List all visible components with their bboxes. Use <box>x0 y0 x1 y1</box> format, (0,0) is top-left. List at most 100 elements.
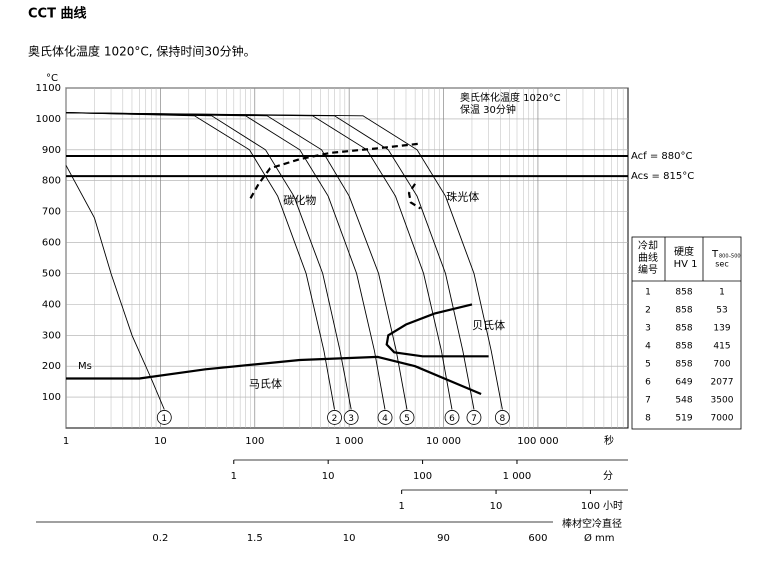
axis-label: 棒材空冷直径 <box>562 517 622 530</box>
table-header: 800–500 <box>719 254 741 260</box>
table-cell: 858 <box>675 324 692 334</box>
x-tick-label: 100 <box>245 436 264 447</box>
curve-number: 2 <box>332 414 338 424</box>
y-tick-label: 800 <box>42 176 61 187</box>
annotation: 保温 30分钟 <box>460 103 516 116</box>
axis-unit: Ø mm <box>584 532 615 544</box>
table-cell: 858 <box>675 360 692 370</box>
tick-label: 1 <box>398 501 404 512</box>
table-header: 硬度 HV 1 <box>670 245 697 270</box>
tick-label: 100 <box>413 471 432 482</box>
table-cell: 2077 <box>711 378 734 388</box>
table-cell: 8 <box>645 414 651 424</box>
phase-boundary <box>385 303 489 358</box>
phase-label: 贝氏体 <box>472 318 505 332</box>
tick-label: 0.2 <box>152 533 168 544</box>
curve-number: 1 <box>161 414 167 424</box>
phase-label: 马氏体 <box>249 377 282 391</box>
cooling-curve <box>65 112 352 410</box>
y-tick-label: 400 <box>42 299 61 310</box>
table-cell: 1 <box>645 288 651 298</box>
table-cell: 1 <box>719 288 725 298</box>
tick-label: 10 <box>343 533 356 544</box>
table-cell: 649 <box>675 378 692 388</box>
table-cell: 2 <box>645 306 651 316</box>
tick-label: 600 <box>528 533 547 544</box>
y-tick-label: 600 <box>42 238 61 249</box>
y-tick-label: 500 <box>42 268 61 279</box>
table-cell: 415 <box>713 342 730 352</box>
table-cell: 858 <box>675 288 692 298</box>
x-tick-label: 10 000 <box>426 436 461 447</box>
curve-marker <box>343 410 359 425</box>
table-header: sec <box>715 260 729 269</box>
tick-label: 10 <box>322 471 335 482</box>
table-cell: 548 <box>675 396 692 406</box>
curve-number: 5 <box>404 414 410 424</box>
ms-label: Ms <box>78 361 92 372</box>
curve-marker <box>377 410 393 425</box>
y-tick-label: 1100 <box>36 83 61 94</box>
y-tick-label: 700 <box>42 207 61 218</box>
tick-label: 1 <box>231 471 237 482</box>
y-tick-label: 100 <box>42 392 61 403</box>
x-tick-label: 1 000 <box>335 436 364 447</box>
table-cell: 7 <box>645 396 651 406</box>
x-tick-label: 1 <box>63 436 69 447</box>
table-frame <box>631 236 742 430</box>
curve-number: 4 <box>382 414 388 424</box>
phase-boundary <box>66 355 482 396</box>
tick-label: 100 <box>581 501 600 512</box>
y-unit: °C <box>46 73 58 84</box>
y-tick-label: 900 <box>42 145 61 156</box>
chart-subtitle: 奥氏体化温度 1020°C, 保持时间30分钟。 <box>28 44 256 59</box>
cooling-curve <box>65 165 165 410</box>
table-cell: 519 <box>675 414 692 424</box>
x-tick-label: 10 <box>154 436 167 447</box>
curve-marker <box>399 410 415 425</box>
cooling-curve <box>65 112 503 410</box>
x-unit: 秒 <box>604 434 614 447</box>
table-cell: 700 <box>713 360 730 370</box>
table-cell: 4 <box>645 342 651 352</box>
phase-boundary <box>249 142 421 199</box>
y-tick-label: 1000 <box>36 114 61 125</box>
table-cell: 6 <box>645 378 651 388</box>
table-cell: 858 <box>675 306 692 316</box>
phase-boundary <box>407 183 422 210</box>
ac-label: Acs = 815°C <box>631 171 694 182</box>
curve-marker <box>444 410 460 425</box>
annotation: 奥氏体化温度 1020°C <box>460 91 561 104</box>
chart-title: CCT 曲线 <box>28 6 86 22</box>
table-cell: 139 <box>713 324 730 334</box>
phase-label: 碳化物 <box>283 193 316 207</box>
curve-number: 3 <box>348 414 354 424</box>
y-tick-label: 200 <box>42 361 61 372</box>
tick-label: 90 <box>437 533 450 544</box>
curve-number: 8 <box>500 414 506 424</box>
curve-number: 7 <box>471 414 477 424</box>
table-header: T <box>711 249 719 260</box>
tick-label: 10 <box>490 501 503 512</box>
y-tick-label: 300 <box>42 330 61 341</box>
curve-marker <box>466 410 482 425</box>
x-tick-label: 100 000 <box>517 436 558 447</box>
cooling-curve <box>65 112 408 410</box>
curve-marker <box>327 410 342 425</box>
phase-label: 珠光体 <box>446 190 479 204</box>
curve-marker <box>156 410 172 425</box>
cooling-curve <box>65 112 386 410</box>
curve-number: 6 <box>449 414 455 424</box>
table-cell: 7000 <box>711 414 734 424</box>
ac-label: Acf = 880°C <box>631 151 693 162</box>
axis-label: 小时 <box>603 500 623 512</box>
table-cell: 858 <box>675 342 692 352</box>
table-header: 冷却曲线编号 <box>638 239 658 276</box>
tick-label: 1 000 <box>503 471 532 482</box>
table-cell: 3 <box>645 324 651 334</box>
cooling-curve <box>65 112 335 410</box>
axis-label: 分 <box>603 470 613 482</box>
table-cell: 3500 <box>711 396 734 406</box>
table-cell: 5 <box>645 360 651 370</box>
